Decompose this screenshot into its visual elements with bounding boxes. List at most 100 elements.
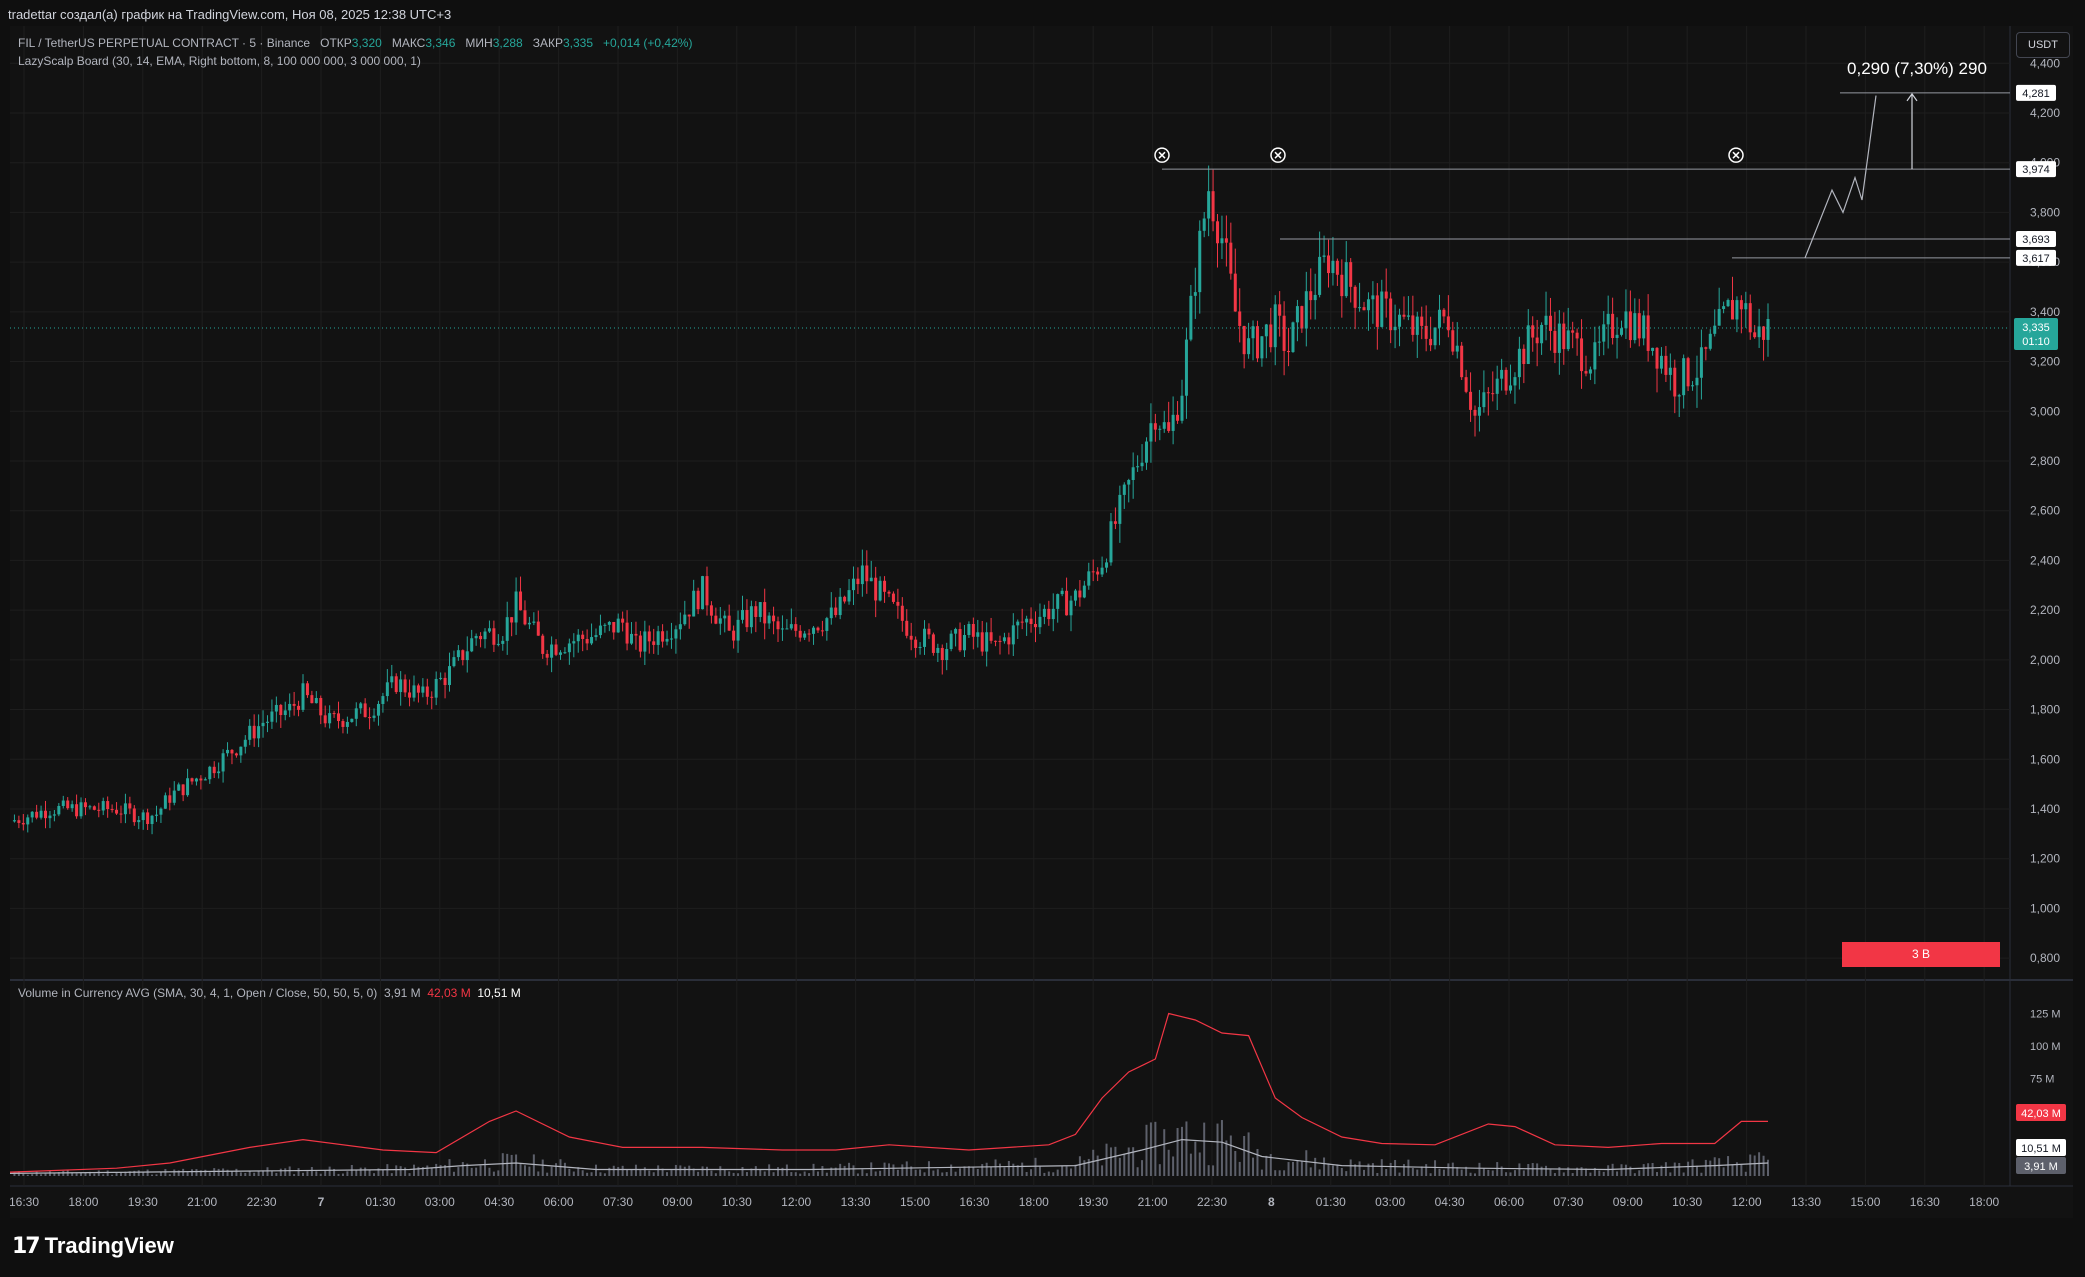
projection-arrowhead bbox=[1906, 92, 1918, 102]
y-tick-label: 1,000 bbox=[2030, 901, 2060, 915]
candle-body bbox=[1744, 303, 1748, 310]
candle-body bbox=[954, 629, 958, 634]
candle-body bbox=[1566, 330, 1570, 350]
volume-value-label: 42,03 M bbox=[2021, 1108, 2061, 1120]
candle-body bbox=[834, 607, 838, 616]
candle-body bbox=[634, 633, 638, 636]
candle-body bbox=[208, 766, 212, 780]
sell-button[interactable]: 3 B bbox=[1842, 942, 2000, 967]
x-tick-label: 07:30 bbox=[603, 1195, 633, 1209]
projection-label: 0,290 (7,30%) 290 bbox=[1847, 59, 1987, 78]
candle-body bbox=[590, 637, 594, 644]
candle-body bbox=[416, 685, 420, 693]
candle-body bbox=[1042, 608, 1046, 617]
chart-svg[interactable]: 4,4004,2004,0003,8003,6003,4003,2003,000… bbox=[10, 26, 2073, 1218]
candle-body bbox=[1020, 621, 1024, 623]
candle-body bbox=[70, 804, 74, 809]
low-label: МИН bbox=[465, 36, 493, 50]
cross-circle-icon bbox=[1728, 147, 1744, 163]
candle-body bbox=[270, 711, 274, 722]
candle-body bbox=[1358, 307, 1362, 309]
candle-body bbox=[1531, 325, 1535, 338]
candle-body bbox=[1353, 286, 1357, 308]
tradingview-logo[interactable]: 17 TradingView bbox=[12, 1233, 174, 1259]
tradingview-logo-icon: 17 bbox=[12, 1233, 41, 1259]
candle-body bbox=[1002, 637, 1006, 642]
candle-body bbox=[39, 810, 43, 818]
candle-body bbox=[594, 635, 598, 638]
candle-body bbox=[1375, 295, 1379, 327]
candle-body bbox=[891, 593, 895, 602]
volume-value-badge bbox=[2016, 1157, 2066, 1174]
candle-body bbox=[1757, 326, 1761, 338]
candle-body bbox=[563, 652, 567, 654]
symbol-name[interactable]: FIL / TetherUS PERPETUAL CONTRACT · 5 · … bbox=[18, 36, 311, 50]
x-tick-label: 22:30 bbox=[1197, 1195, 1227, 1209]
candle-body bbox=[177, 784, 181, 791]
candle-body bbox=[1753, 332, 1757, 338]
candle-body bbox=[1025, 618, 1029, 623]
candle-body bbox=[30, 811, 34, 818]
candle-body bbox=[1620, 328, 1623, 335]
candle-body bbox=[1380, 291, 1384, 327]
candle-body bbox=[461, 650, 465, 661]
volume-indicator-name[interactable]: Volume in Currency AVG (SMA, 30, 4, 1, O… bbox=[18, 986, 378, 1000]
candle-body bbox=[1144, 441, 1148, 463]
candle-body bbox=[35, 811, 39, 818]
chart-frame[interactable]: 4,4004,2004,0003,8003,6003,4003,2003,000… bbox=[10, 26, 2073, 1218]
candle-body bbox=[545, 653, 549, 658]
candle-body bbox=[541, 635, 545, 654]
candle-body bbox=[1047, 608, 1051, 620]
candle-body bbox=[994, 640, 998, 642]
candle-body bbox=[1384, 291, 1388, 299]
candle-body bbox=[487, 628, 491, 632]
candle-body bbox=[945, 649, 949, 661]
x-tick-label: 16:30 bbox=[959, 1195, 989, 1209]
x-tick-label: 18:00 bbox=[1969, 1195, 1999, 1209]
y-tick-label: 1,800 bbox=[2030, 703, 2060, 717]
candle-body bbox=[616, 618, 620, 633]
candle-body bbox=[1504, 369, 1508, 391]
candle-body bbox=[421, 686, 425, 693]
candle-body bbox=[1615, 334, 1619, 339]
candle-body bbox=[749, 606, 753, 628]
candle-body bbox=[1180, 395, 1184, 421]
candle-body bbox=[878, 580, 882, 601]
candle-body bbox=[705, 576, 709, 606]
candle-body bbox=[1318, 256, 1322, 295]
candle-body bbox=[376, 703, 380, 716]
level-label: 3,974 bbox=[2022, 164, 2050, 176]
candle-body bbox=[1100, 567, 1104, 575]
candle-body bbox=[1500, 369, 1504, 379]
currency-button[interactable]: USDT bbox=[2016, 32, 2070, 58]
high-value: 3,346 bbox=[425, 36, 456, 50]
candle-body bbox=[1327, 255, 1330, 274]
indicator-name[interactable]: LazyScalp Board (30, 14, EMA, Right bott… bbox=[18, 54, 421, 68]
candle-body bbox=[452, 657, 456, 667]
candle-body bbox=[1486, 392, 1490, 394]
candle-body bbox=[581, 634, 585, 639]
candle-body bbox=[1540, 324, 1544, 344]
candle-body bbox=[1233, 273, 1237, 312]
candle-body bbox=[363, 703, 367, 718]
candle-body bbox=[412, 685, 416, 698]
candle-body bbox=[1087, 571, 1091, 586]
candle-body bbox=[1127, 480, 1131, 485]
candle-body bbox=[48, 815, 52, 819]
volume-value-2: 42,03 M bbox=[427, 986, 471, 1000]
volume-legend: Volume in Currency AVG (SMA, 30, 4, 1, O… bbox=[18, 986, 521, 1000]
symbol-legend: FIL / TetherUS PERPETUAL CONTRACT · 5 · … bbox=[18, 34, 692, 70]
candle-body bbox=[328, 713, 332, 724]
candle-body bbox=[1464, 377, 1468, 392]
candle-body bbox=[1548, 315, 1552, 331]
candle-body bbox=[780, 628, 784, 630]
candle-body bbox=[1544, 315, 1548, 325]
candle-body bbox=[1344, 262, 1348, 297]
candle-body bbox=[1287, 350, 1291, 353]
candle-body bbox=[1118, 494, 1122, 524]
candle-body bbox=[123, 803, 127, 815]
candle-body bbox=[962, 634, 966, 651]
candle-body bbox=[1713, 325, 1717, 334]
candle-body bbox=[630, 633, 634, 644]
candle-body bbox=[372, 715, 376, 718]
